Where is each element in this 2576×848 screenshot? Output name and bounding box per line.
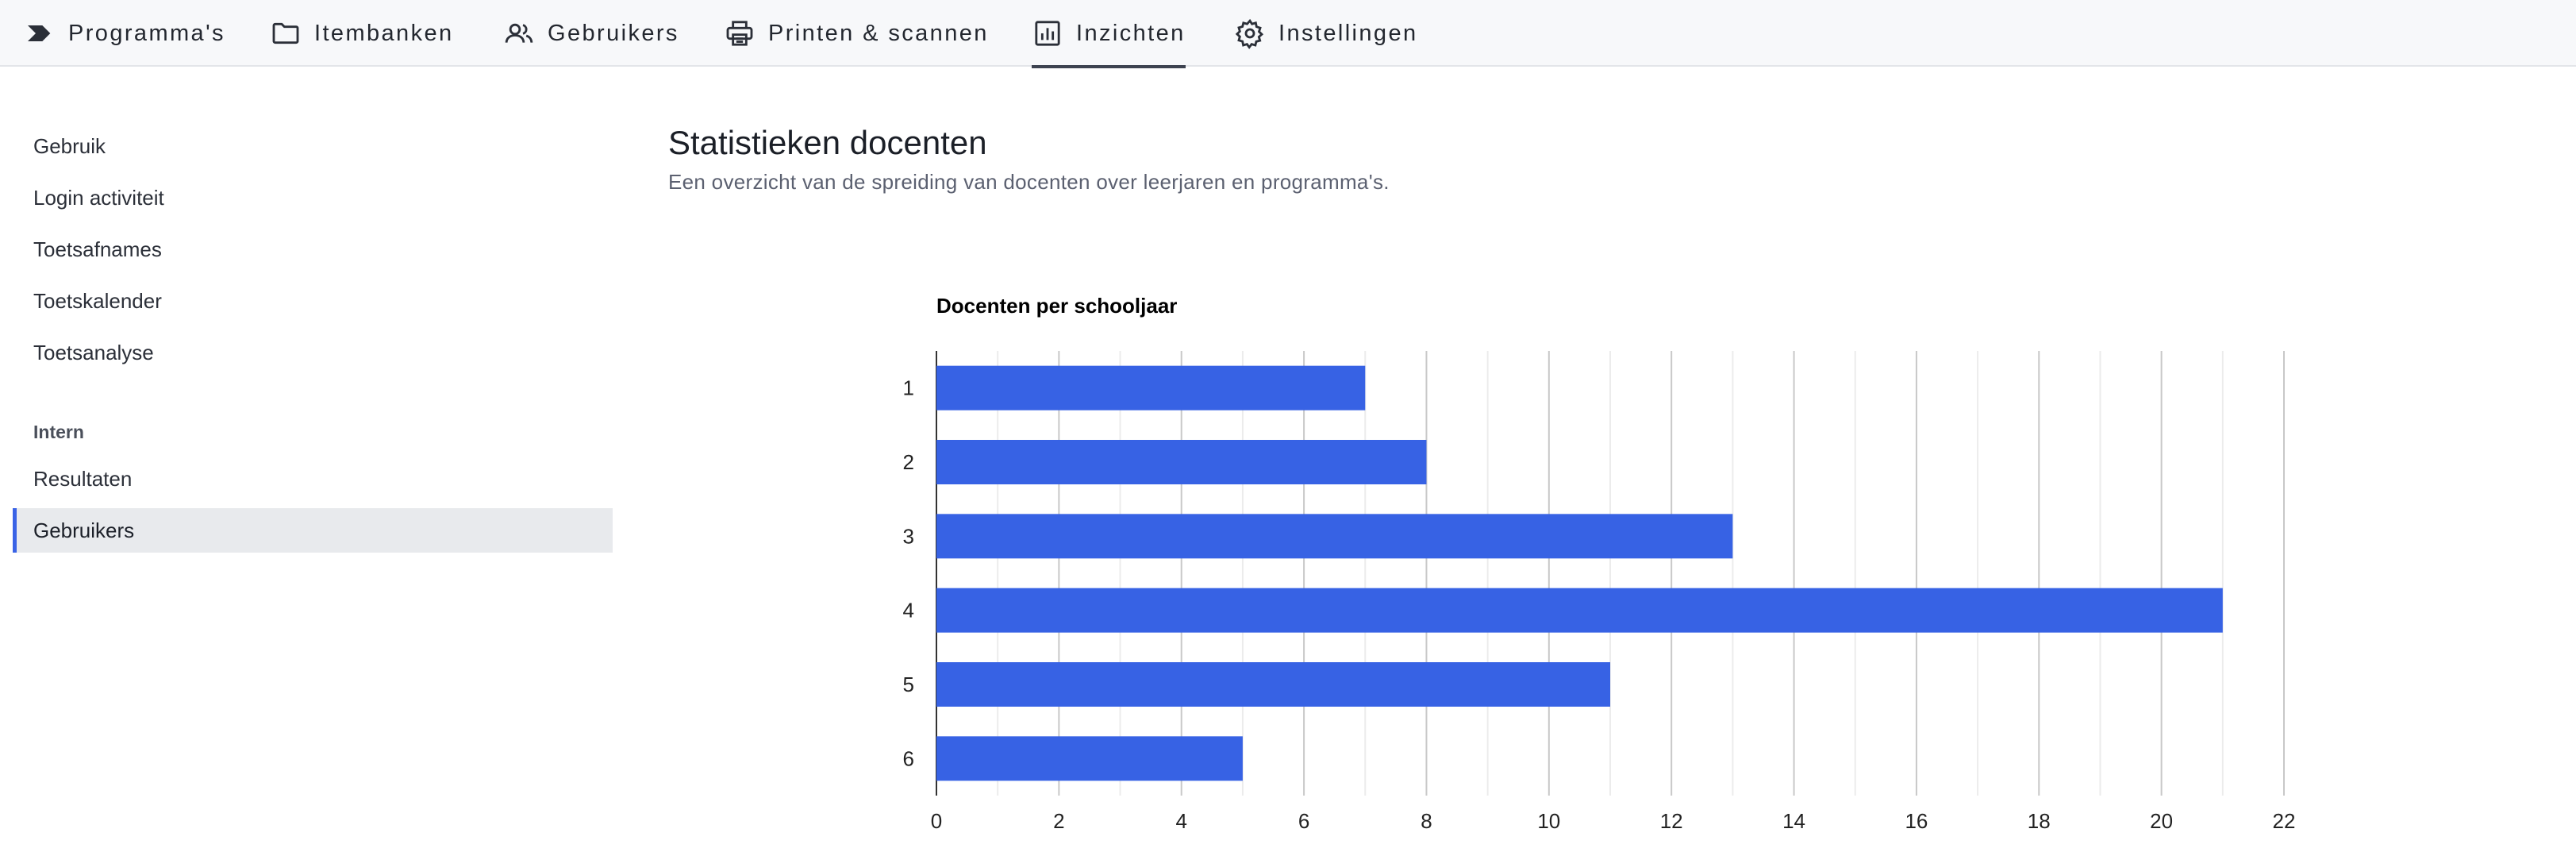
x-tick-label: 4 <box>1175 809 1186 833</box>
nav-item-itembanken[interactable]: Itembanken <box>270 0 454 67</box>
top-navigation: Programma's Itembanken Gebruikers Printe… <box>0 0 2576 68</box>
sidebar-item-label: Gebruikers <box>33 518 135 542</box>
x-tick-label: 18 <box>2028 809 2051 833</box>
y-tick-label: 3 <box>903 524 914 548</box>
sidebar-item-label: Resultaten <box>33 466 133 491</box>
folder-icon <box>272 22 299 44</box>
bar <box>936 662 1610 707</box>
gear-icon <box>1235 18 1264 49</box>
sidebar-item-label: Toetsafnames <box>33 237 162 261</box>
sidebar-item-gebruik[interactable]: Gebruik <box>13 124 613 168</box>
x-tick-label: 22 <box>2273 809 2296 833</box>
bar <box>936 514 1733 559</box>
y-tick-label: 6 <box>903 746 914 770</box>
sidebar-item-gebruikers[interactable]: Gebruikers <box>13 508 613 553</box>
nav-item-label: Programma's <box>68 20 225 46</box>
y-tick-label: 1 <box>903 376 914 400</box>
sidebar-item-label: Toetsanalyse <box>33 340 154 364</box>
bar <box>936 440 1427 484</box>
sidebar-item-login-activiteit[interactable]: Login activiteit <box>13 175 613 220</box>
y-tick-label: 2 <box>903 450 914 474</box>
nav-item-gebruikers[interactable]: Gebruikers <box>503 0 679 67</box>
bar <box>936 588 2223 633</box>
sidebar-item-label: Gebruik <box>33 133 106 158</box>
sidebar-item-resultaten[interactable]: Resultaten <box>13 457 613 501</box>
nav-item-instellingen[interactable]: Instellingen <box>1234 0 1418 67</box>
nav-item-label: Itembanken <box>314 20 454 46</box>
sidebar-section-heading: Intern <box>33 422 84 442</box>
bar <box>936 736 1243 781</box>
x-tick-label: 6 <box>1298 809 1309 833</box>
nav-item-label: Inzichten <box>1076 20 1186 46</box>
x-tick-label: 14 <box>1782 809 1805 833</box>
page-title: Statistieken docenten <box>668 124 987 161</box>
y-tick-label: 5 <box>903 673 914 696</box>
users-icon <box>505 23 533 43</box>
nav-item-label: Instellingen <box>1278 20 1418 46</box>
printer-icon <box>726 21 753 46</box>
chart-icon <box>1035 21 1060 46</box>
page-subtitle: Een overzicht van de spreiding van docen… <box>668 170 1390 194</box>
programs-icon <box>28 25 51 41</box>
sidebar-item-toetsanalyse[interactable]: Toetsanalyse <box>13 330 613 375</box>
y-tick-label: 4 <box>903 599 914 623</box>
nav-item-inzichten[interactable]: Inzichten <box>1032 0 1186 68</box>
x-tick-label: 8 <box>1421 809 1432 833</box>
x-tick-label: 2 <box>1053 809 1064 833</box>
sidebar-item-toetskalender[interactable]: Toetskalender <box>13 279 613 323</box>
nav-item-programmas[interactable]: Programma's <box>24 0 225 67</box>
sidebar-item-label: Toetskalender <box>33 288 162 313</box>
x-tick-label: 12 <box>1660 809 1683 833</box>
x-tick-label: 10 <box>1537 809 1560 833</box>
chart-title: Docenten per schooljaar <box>936 294 1177 318</box>
nav-item-label: Gebruikers <box>548 20 679 46</box>
sidebar-item-label: Login activiteit <box>33 185 164 210</box>
x-tick-label: 20 <box>2150 809 2173 833</box>
x-tick-label: 16 <box>1905 809 1928 833</box>
nav-item-printen-scannen[interactable]: Printen & scannen <box>724 0 989 67</box>
sidebar-item-toetsafnames[interactable]: Toetsafnames <box>13 227 613 272</box>
x-tick-label: 0 <box>931 809 942 833</box>
nav-item-label: Printen & scannen <box>768 20 989 46</box>
bar <box>936 365 1366 411</box>
